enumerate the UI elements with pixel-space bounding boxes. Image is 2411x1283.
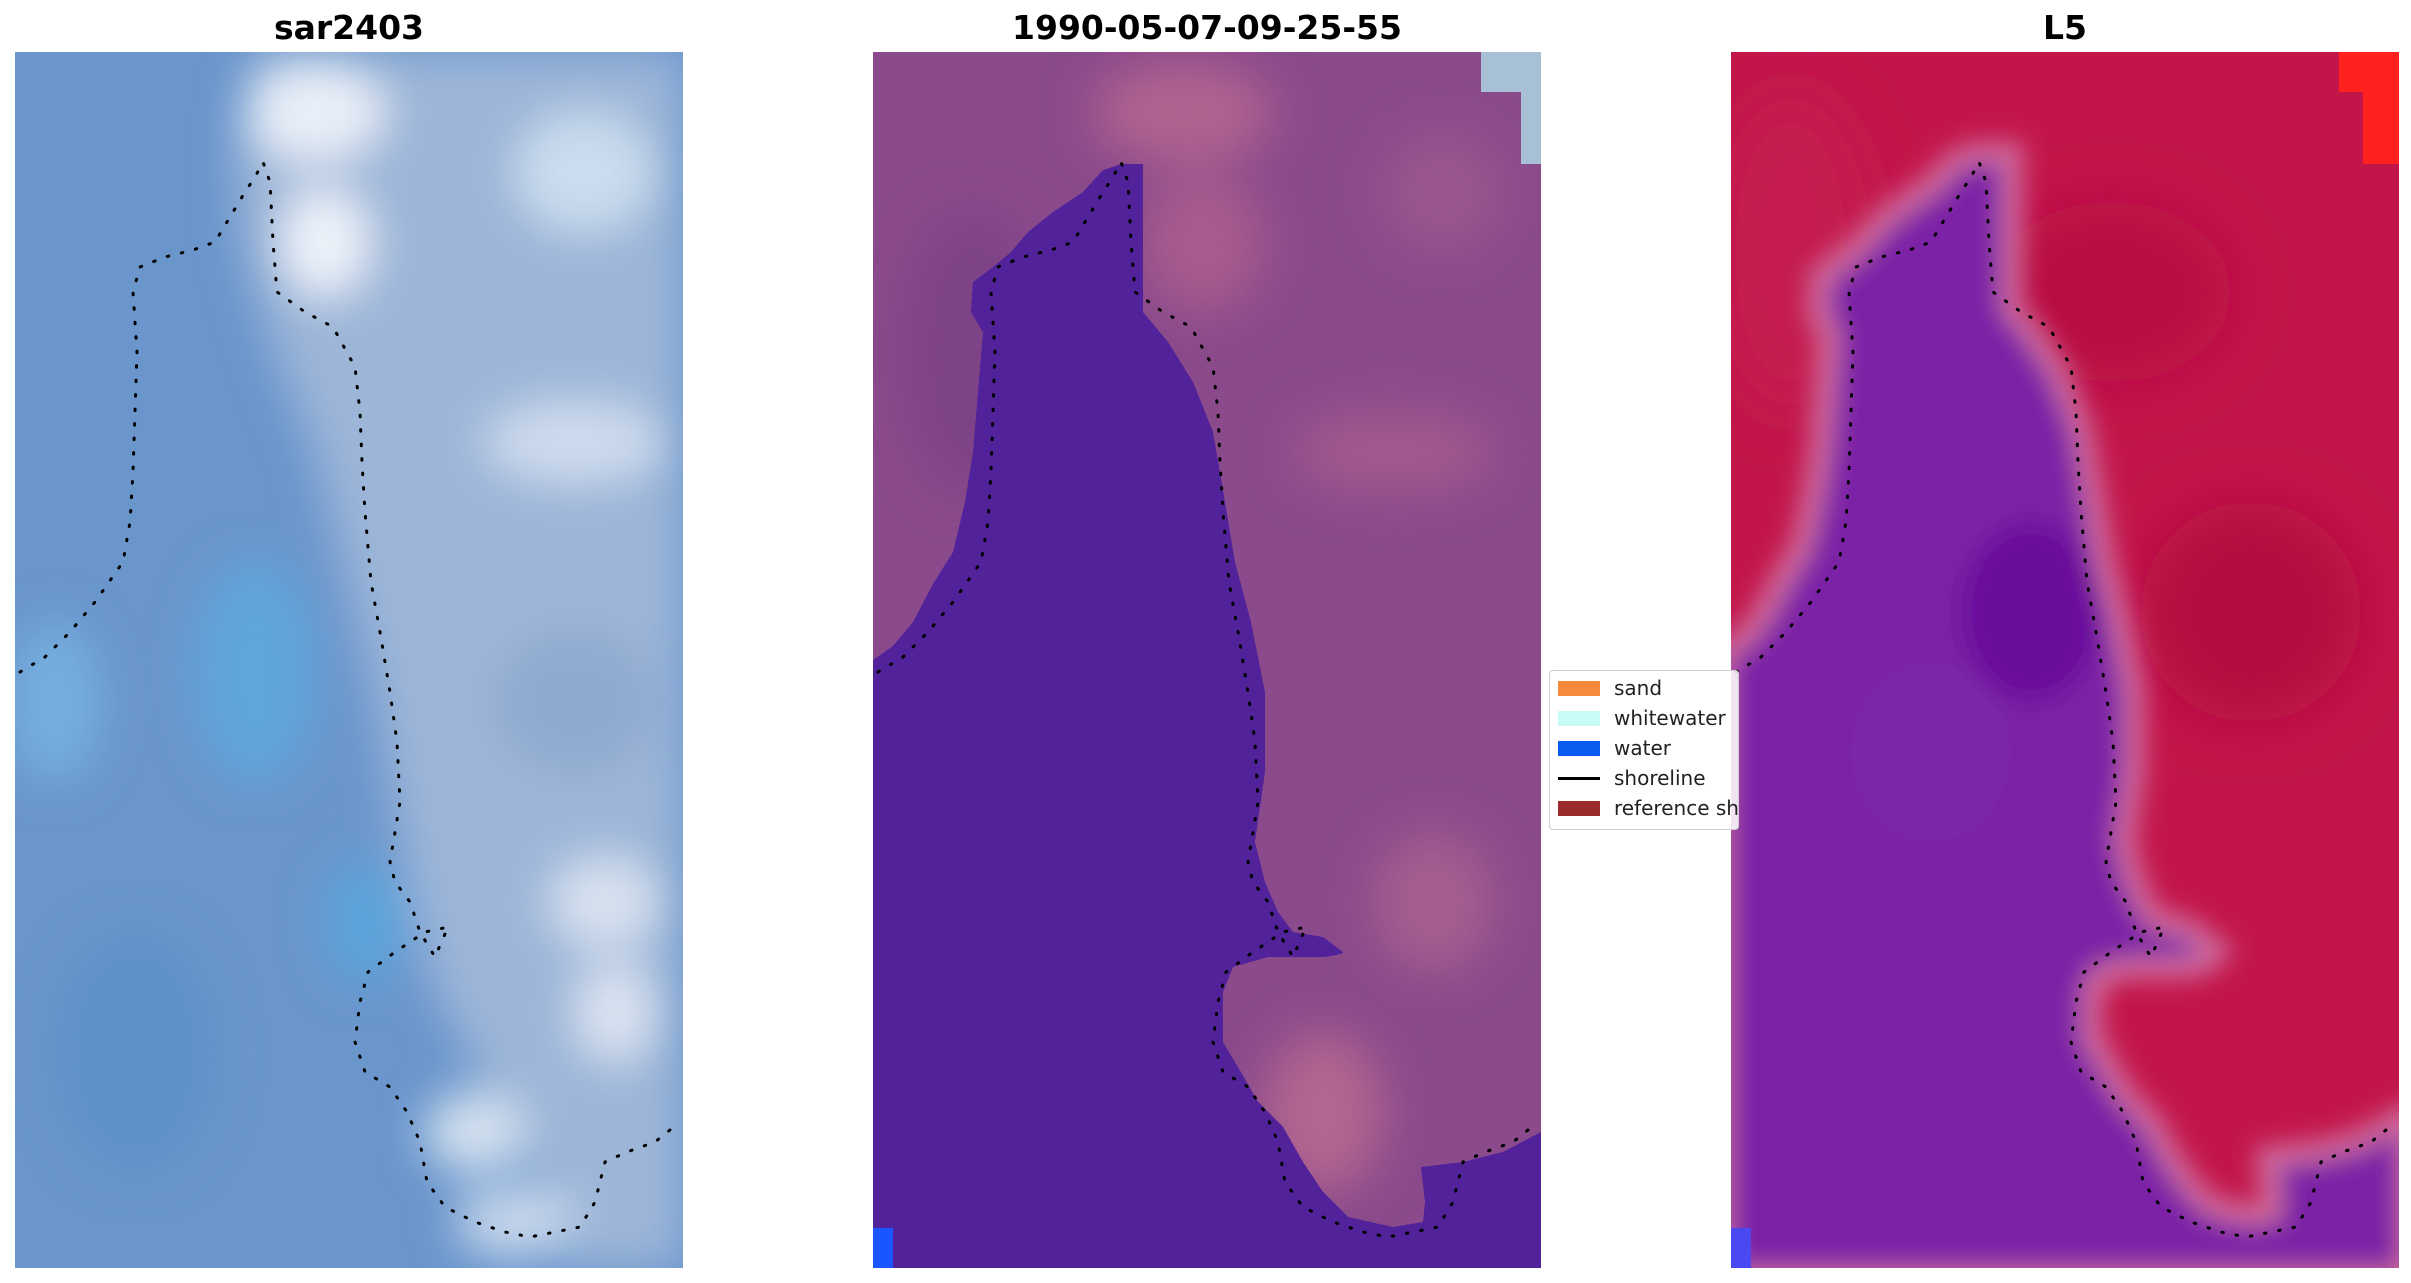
- legend-item-reference-shoreline: reference shoreline: [1558, 795, 1739, 821]
- legend-swatch-whitewater: [1558, 710, 1600, 726]
- legend-swatch-reference-shoreline: [1558, 800, 1600, 816]
- shoreline-dotted: [1734, 158, 2398, 1239]
- corner-bright-pixels-2: [2363, 92, 2399, 164]
- legend-item-whitewater: whitewater: [1558, 705, 1726, 731]
- corner-light-pixels-2: [1521, 92, 1541, 164]
- legend-swatch-sand: [1558, 680, 1600, 696]
- shoreline-dotted: [876, 158, 1540, 1239]
- rgb-image-panel: [15, 52, 683, 1268]
- corner-blue-pixel: [873, 1228, 893, 1268]
- legend-item-water: water: [1558, 735, 1671, 761]
- legend-label-water: water: [1614, 736, 1671, 760]
- legend: sand whitewater water shoreline referenc…: [1549, 670, 1739, 830]
- classification-panel: [873, 52, 1541, 1268]
- legend-swatch-water: [1558, 740, 1600, 756]
- panel-title-date: 1990-05-07-09-25-55: [1012, 8, 1402, 47]
- legend-item-sand: sand: [1558, 675, 1662, 701]
- legend-line-shoreline: [1558, 776, 1600, 780]
- legend-item-shoreline: shoreline: [1558, 765, 1706, 791]
- corner-blue-pixel: [1731, 1228, 1751, 1268]
- legend-label-shoreline: shoreline: [1614, 766, 1706, 790]
- water-class-region: [873, 164, 1541, 1268]
- land-texture: [1731, 92, 2361, 722]
- water-region: [1731, 142, 2399, 1268]
- legend-label-reference-shoreline: reference shoreline: [1614, 796, 1739, 820]
- rgb-texture: [15, 52, 683, 1268]
- panel-title-sar: sar2403: [273, 8, 425, 47]
- shoreline-dotted: [18, 158, 682, 1239]
- l5-index-panel: [1731, 52, 2399, 1268]
- legend-label-whitewater: whitewater: [1614, 706, 1726, 730]
- legend-label-sand: sand: [1614, 676, 1663, 700]
- corner-light-pixels: [1481, 52, 1541, 92]
- corner-bright-pixels: [2339, 52, 2399, 92]
- panel-title-l5: L5: [2043, 8, 2087, 47]
